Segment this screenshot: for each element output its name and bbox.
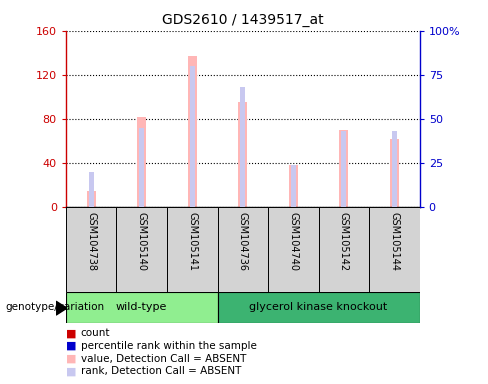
Bar	[341, 131, 346, 207]
Bar	[89, 172, 94, 207]
Text: percentile rank within the sample: percentile rank within the sample	[81, 341, 256, 351]
Text: value, Detection Call = ABSENT: value, Detection Call = ABSENT	[81, 354, 246, 364]
Bar	[390, 139, 399, 207]
Title: GDS2610 / 1439517_at: GDS2610 / 1439517_at	[162, 13, 324, 27]
Bar	[188, 56, 197, 207]
FancyBboxPatch shape	[319, 207, 369, 292]
Polygon shape	[56, 301, 67, 315]
Text: count: count	[81, 328, 110, 338]
FancyBboxPatch shape	[167, 207, 218, 292]
Bar	[392, 131, 397, 207]
Bar	[291, 165, 296, 207]
Bar	[240, 87, 245, 207]
Text: ■: ■	[66, 341, 77, 351]
Text: GSM105140: GSM105140	[137, 212, 147, 271]
Text: GSM104736: GSM104736	[238, 212, 248, 271]
FancyBboxPatch shape	[218, 207, 268, 292]
Text: GSM105144: GSM105144	[389, 212, 399, 271]
Text: glycerol kinase knockout: glycerol kinase knockout	[249, 302, 388, 312]
FancyBboxPatch shape	[268, 207, 319, 292]
Text: GSM104738: GSM104738	[86, 212, 96, 271]
Text: genotype/variation: genotype/variation	[5, 302, 104, 312]
FancyBboxPatch shape	[117, 207, 167, 292]
FancyBboxPatch shape	[218, 292, 420, 323]
Bar	[339, 130, 348, 207]
Bar	[86, 191, 96, 207]
Bar	[137, 117, 146, 207]
FancyBboxPatch shape	[66, 292, 218, 323]
Bar	[190, 66, 195, 207]
Text: ■: ■	[66, 366, 77, 376]
Bar	[289, 166, 298, 207]
Text: GSM105142: GSM105142	[339, 212, 349, 271]
Bar	[139, 128, 144, 207]
Text: ■: ■	[66, 354, 77, 364]
FancyBboxPatch shape	[66, 207, 117, 292]
FancyBboxPatch shape	[369, 207, 420, 292]
Text: ■: ■	[66, 328, 77, 338]
Text: GSM105141: GSM105141	[187, 212, 197, 271]
Text: GSM104740: GSM104740	[288, 212, 298, 271]
Bar	[238, 103, 247, 207]
Text: wild-type: wild-type	[116, 302, 167, 312]
Text: rank, Detection Call = ABSENT: rank, Detection Call = ABSENT	[81, 366, 241, 376]
